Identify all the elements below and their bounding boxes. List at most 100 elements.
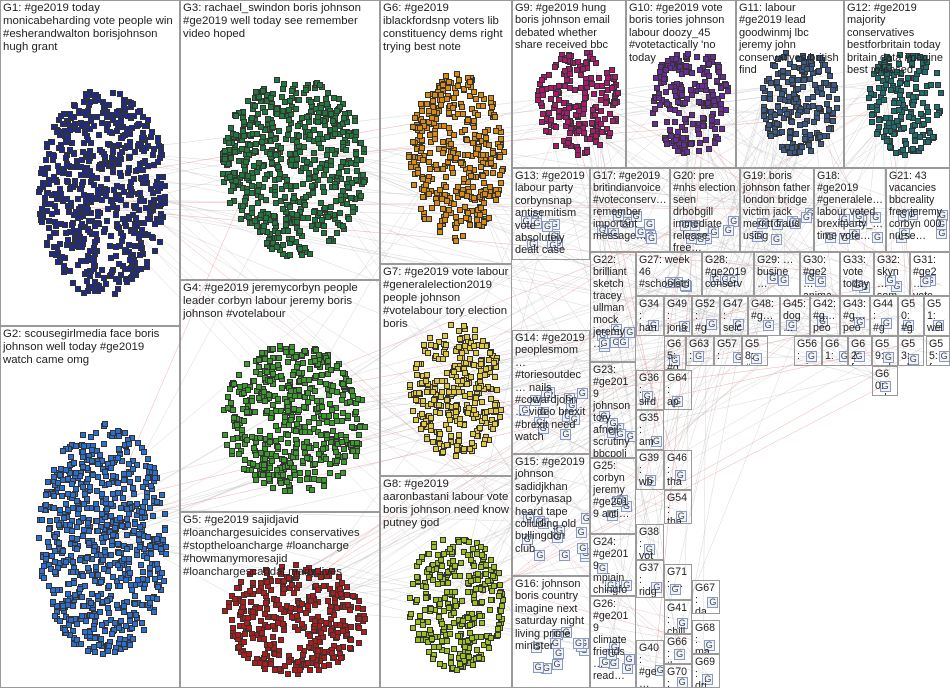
graph-node[interactable] [452, 224, 459, 231]
graph-node[interactable] [252, 472, 259, 479]
graph-node[interactable] [459, 598, 466, 605]
graph-node[interactable] [475, 655, 482, 662]
graph-node[interactable] [302, 428, 309, 435]
graph-node[interactable] [496, 613, 503, 620]
graph-node[interactable] [316, 82, 323, 89]
graph-node[interactable] [448, 165, 455, 172]
graph-node[interactable] [324, 89, 331, 96]
graph-node[interactable] [228, 447, 235, 454]
graph-node[interactable] [471, 343, 478, 350]
graph-node[interactable] [45, 525, 52, 532]
graph-node[interactable] [423, 389, 430, 396]
graph-node[interactable] [905, 114, 912, 121]
graph-node[interactable] [75, 505, 82, 512]
graph-node[interactable] [117, 90, 124, 97]
graph-node[interactable] [909, 94, 916, 101]
graph-node[interactable] [495, 593, 502, 600]
graph-node[interactable] [705, 73, 712, 80]
graph-node[interactable] [90, 123, 97, 130]
graph-node[interactable] [579, 65, 586, 72]
graph-node[interactable] [425, 216, 432, 223]
graph-node[interactable] [70, 602, 77, 609]
graph-node[interactable] [227, 188, 234, 195]
graph-node[interactable] [100, 189, 107, 196]
graph-node[interactable] [472, 600, 479, 607]
graph-node[interactable] [322, 109, 329, 116]
graph-node[interactable] [428, 415, 435, 422]
graph-node[interactable] [495, 625, 502, 632]
graph-node[interactable] [430, 389, 437, 396]
graph-node[interactable] [305, 469, 312, 476]
graph-node[interactable] [85, 158, 92, 165]
graph-node[interactable] [134, 108, 141, 115]
graph-node[interactable] [438, 556, 445, 563]
graph-node[interactable] [104, 123, 111, 130]
graph-node[interactable] [251, 445, 258, 452]
graph-node[interactable] [84, 520, 91, 527]
graph-node[interactable] [82, 168, 89, 175]
graph-node[interactable] [817, 140, 824, 147]
graph-node[interactable] [455, 432, 462, 439]
graph-node[interactable] [58, 253, 65, 260]
graph-node[interactable] [498, 406, 505, 413]
graph-node[interactable] [61, 222, 68, 229]
graph-node[interactable] [111, 290, 118, 297]
graph-node[interactable] [102, 280, 109, 287]
graph-node[interactable] [260, 88, 267, 95]
graph-node[interactable] [287, 98, 294, 105]
graph-node[interactable] [110, 473, 117, 480]
graph-node[interactable] [136, 189, 143, 196]
graph-node[interactable] [249, 613, 256, 620]
graph-node[interactable] [319, 403, 326, 410]
graph-node[interactable] [348, 160, 355, 167]
graph-node[interactable] [407, 164, 414, 171]
graph-node[interactable] [67, 184, 74, 191]
graph-node[interactable] [146, 570, 153, 577]
graph-node[interactable] [79, 594, 86, 601]
graph-node[interactable] [417, 125, 424, 132]
graph-node[interactable] [667, 83, 674, 90]
graph-node[interactable] [464, 409, 471, 416]
graph-node[interactable] [453, 446, 460, 453]
graph-node[interactable] [876, 116, 883, 123]
graph-node[interactable] [98, 635, 105, 642]
graph-node[interactable] [487, 95, 494, 102]
graph-node[interactable] [132, 600, 139, 607]
graph-node[interactable] [343, 167, 350, 174]
graph-node[interactable] [457, 354, 464, 361]
graph-node[interactable] [49, 139, 56, 146]
graph-node[interactable] [718, 92, 725, 99]
graph-node[interactable] [42, 502, 49, 509]
graph-node[interactable] [233, 585, 240, 592]
graph-node[interactable] [68, 199, 75, 206]
graph-node[interactable] [680, 141, 687, 148]
graph-node[interactable] [301, 376, 308, 383]
graph-node[interactable] [601, 116, 608, 122]
graph-node[interactable] [82, 629, 89, 636]
graph-node[interactable] [448, 433, 455, 440]
graph-node[interactable] [271, 667, 278, 674]
graph-node[interactable] [444, 588, 451, 595]
graph-node[interactable] [489, 104, 496, 111]
graph-node[interactable] [596, 142, 603, 149]
graph-node[interactable] [302, 348, 309, 355]
graph-node[interactable] [63, 467, 70, 474]
graph-node[interactable] [287, 488, 294, 495]
graph-node[interactable] [446, 412, 453, 419]
graph-node[interactable] [136, 252, 143, 259]
graph-node[interactable] [94, 571, 101, 578]
graph-node[interactable] [250, 579, 257, 586]
graph-node[interactable] [147, 464, 154, 471]
graph-node[interactable] [90, 266, 97, 273]
graph-node[interactable] [334, 362, 341, 369]
graph-node[interactable] [296, 149, 303, 156]
graph-node[interactable] [148, 483, 155, 490]
graph-node[interactable] [77, 164, 84, 171]
graph-node[interactable] [265, 476, 272, 483]
graph-node[interactable] [566, 70, 573, 77]
graph-node[interactable] [306, 131, 313, 138]
graph-node[interactable] [82, 583, 89, 590]
graph-node[interactable] [229, 616, 236, 623]
graph-node[interactable] [809, 103, 816, 110]
graph-node[interactable] [81, 602, 88, 609]
